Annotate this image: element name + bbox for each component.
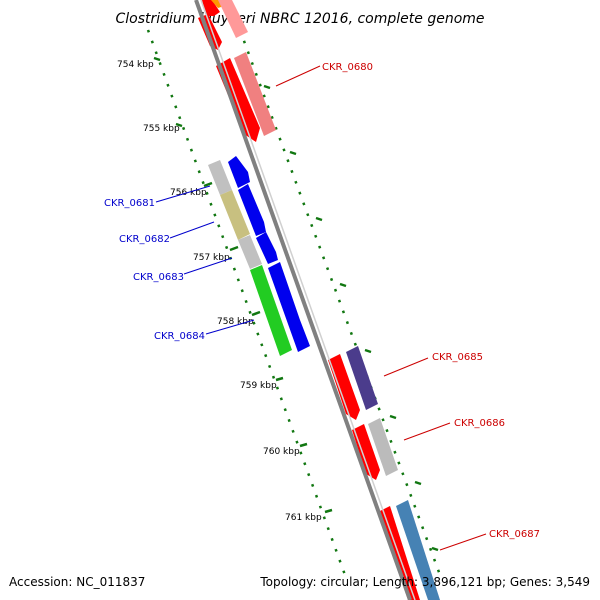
major-ticks bbox=[153, 56, 439, 552]
kbp-label-759: 759 kbp bbox=[240, 381, 277, 391]
gene-grey-0683[interactable] bbox=[238, 235, 262, 269]
label-ckr-0684[interactable]: CKR_0684 bbox=[154, 331, 205, 342]
label-ckr-0687[interactable]: CKR_0687 bbox=[489, 529, 540, 540]
gene-blue-0684[interactable] bbox=[268, 262, 310, 352]
right-scale-track bbox=[238, 29, 442, 576]
kbp-label-755: 755 kbp bbox=[143, 124, 180, 134]
label-ckr-0686[interactable]: CKR_0686 bbox=[454, 418, 505, 429]
gene-grey-0686[interactable] bbox=[368, 418, 398, 476]
forward-genes bbox=[218, 0, 440, 600]
label-ckr-0680[interactable]: CKR_0680 bbox=[322, 62, 373, 73]
label-ckr-0682[interactable]: CKR_0682 bbox=[119, 234, 170, 245]
gene-blue-0682[interactable] bbox=[238, 184, 266, 236]
reverse-genes bbox=[198, 0, 420, 600]
label-ckr-0681[interactable]: CKR_0681 bbox=[104, 198, 155, 209]
summary-text: Topology: circular; Length: 3,896,121 bp… bbox=[259, 575, 590, 589]
label-ckr-0683[interactable]: CKR_0683 bbox=[133, 272, 184, 283]
kbp-label-760: 760 kbp bbox=[263, 447, 300, 457]
kbp-label-758: 758 kbp bbox=[217, 317, 254, 327]
gene-red-arrow-0686[interactable] bbox=[352, 424, 380, 480]
gene-pink-0680[interactable] bbox=[234, 52, 276, 136]
reverse-gene-labels: CKR_0681 CKR_0682 CKR_0683 CKR_0684 bbox=[104, 185, 255, 342]
gene-red-arrow-0680[interactable] bbox=[216, 58, 260, 142]
gene-green-0684[interactable] bbox=[250, 265, 292, 356]
gene-khaki-0682[interactable] bbox=[220, 190, 250, 240]
kbp-label-754: 754 kbp bbox=[117, 60, 154, 70]
kbp-label-761: 761 kbp bbox=[285, 513, 322, 523]
kbp-labels: 754 kbp 755 kbp 756 kbp 757 kbp 758 kbp … bbox=[117, 60, 322, 523]
gene-blue-0683[interactable] bbox=[256, 232, 278, 264]
gene-partial-red[interactable] bbox=[202, 0, 220, 16]
kbp-label-757: 757 kbp bbox=[193, 253, 230, 263]
gene-purple-0685[interactable] bbox=[346, 346, 378, 410]
genome-backbone bbox=[194, 0, 416, 600]
label-ckr-0685[interactable]: CKR_0685 bbox=[432, 352, 483, 363]
gene-blue-0681[interactable] bbox=[228, 156, 250, 188]
gene-pink-partial[interactable] bbox=[218, 0, 248, 38]
left-scale-track bbox=[146, 29, 347, 576]
kbp-label-756: 756 kbp bbox=[170, 188, 207, 198]
gene-red-arrow-0685[interactable] bbox=[328, 354, 360, 420]
gene-grey-0681[interactable] bbox=[208, 160, 232, 195]
gene-steelblue-0687[interactable] bbox=[396, 500, 440, 600]
accession-text: Accession: NC_011837 bbox=[9, 575, 145, 589]
map-title: Clostridium kluyveri NBRC 12016, complet… bbox=[115, 11, 484, 27]
forward-gene-labels: CKR_0680 CKR_0685 CKR_0686 CKR_0687 bbox=[275, 62, 540, 551]
